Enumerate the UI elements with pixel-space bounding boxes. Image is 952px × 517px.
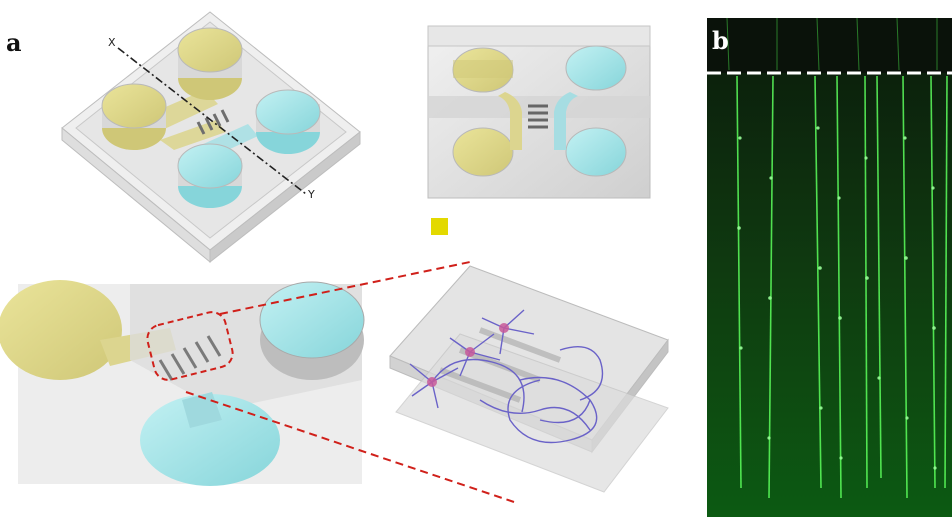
panel-b-label: b: [712, 26, 729, 55]
isometric-device: [61, 11, 361, 264]
yellow-square-swatch: [431, 218, 448, 235]
neuron-chip: [389, 265, 669, 493]
zoom-line-top: [219, 261, 471, 315]
axis-x-label: X: [108, 36, 116, 49]
fluorescence-micrograph: [707, 18, 952, 517]
panel-a-label: a: [6, 28, 22, 57]
device-top-view: [427, 25, 651, 199]
axis-y-label: Y: [308, 188, 315, 201]
zoom-line-bottom: [185, 391, 515, 503]
zoomed-channel-view: [0, 280, 365, 486]
